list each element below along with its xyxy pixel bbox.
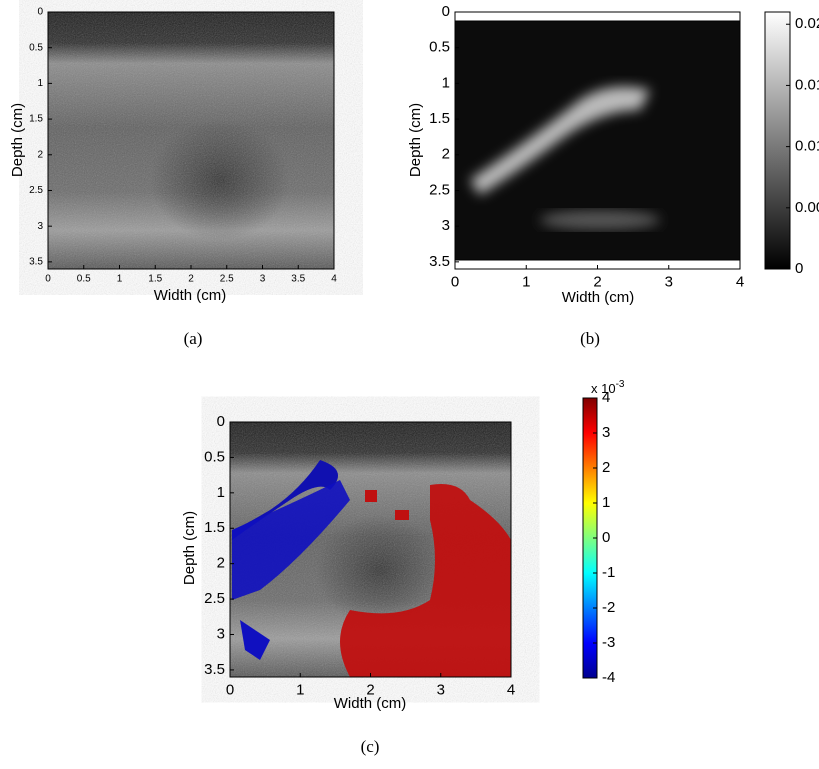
y-axis-label: Depth (cm): [181, 511, 198, 585]
x-tick-label: 3.5: [291, 274, 305, 285]
y-tick-label: 0: [37, 7, 43, 18]
x-tick-label: 2: [188, 274, 194, 285]
x-axis-label: Width (cm): [154, 287, 227, 304]
x-tick-label: 1: [117, 274, 123, 285]
scale-base: x 10: [591, 381, 616, 396]
colorbar-tick-label: -4: [602, 669, 615, 686]
colorbar-tick-label: 0.02: [795, 15, 819, 32]
y-tick-label: 0.5: [429, 39, 450, 56]
x-tick-label: 1: [522, 273, 530, 290]
y-axis-label: Depth (cm): [407, 103, 424, 177]
colorbar-tick-label: 0.01: [795, 138, 819, 155]
caption: (c): [361, 737, 380, 756]
y-tick-label: 0: [217, 413, 225, 430]
ultrasound-image: [48, 12, 334, 269]
y-tick-label: 3.5: [204, 661, 225, 678]
x-tick-label: 0: [45, 274, 51, 285]
caption: (b): [580, 329, 600, 348]
x-axis-label: Width (cm): [562, 289, 635, 306]
y-tick-label: 3: [37, 221, 43, 232]
caption: (a): [184, 329, 203, 348]
colorbar-tick-label: 3: [602, 424, 610, 441]
y-tick-label: 0: [442, 3, 450, 20]
y-tick-label: 3.5: [29, 257, 43, 268]
colorbar-tick-label: 2: [602, 459, 610, 476]
y-tick-label: 2.5: [429, 181, 450, 198]
x-tick-label: 2: [593, 273, 601, 290]
colorbar-tick-label: -1: [602, 564, 615, 581]
x-tick-label: 2.5: [220, 274, 234, 285]
y-tick-label: 2: [37, 149, 43, 160]
y-tick-label: 2: [217, 555, 225, 572]
y-tick-label: 3: [442, 217, 450, 234]
x-tick-label: 4: [507, 681, 515, 698]
strain-image: [455, 12, 740, 269]
x-tick-label: 1: [296, 681, 304, 698]
y-tick-label: 1.5: [429, 110, 450, 127]
x-axis-label: Width (cm): [334, 695, 407, 712]
colorbar: [765, 12, 790, 269]
y-tick-label: 0.5: [29, 42, 43, 53]
y-tick-label: 0.5: [204, 448, 225, 465]
colorbar-tick-label: 1: [602, 494, 610, 511]
y-tick-label: 1.5: [29, 114, 43, 125]
x-tick-label: 3: [665, 273, 673, 290]
y-tick-label: 2.5: [29, 185, 43, 196]
y-axis-label: Depth (cm): [9, 103, 26, 177]
colorbar-tick-label: 0.015: [795, 76, 819, 93]
y-tick-label: 3.5: [429, 253, 450, 270]
y-tick-label: 1: [442, 74, 450, 91]
colorbar-tick-label: 0: [795, 260, 803, 277]
x-tick-label: 4: [736, 273, 744, 290]
y-tick-label: 2: [442, 146, 450, 163]
y-tick-label: 1.5: [204, 519, 225, 536]
colorbar-scale: x 10-3: [591, 379, 625, 397]
colorbar-tick-label: -3: [602, 634, 615, 651]
x-tick-label: 0: [451, 273, 459, 290]
colorbar-tick-label: -2: [602, 599, 615, 616]
x-tick-label: 0: [226, 681, 234, 698]
y-tick-label: 1: [217, 484, 225, 501]
x-tick-label: 3: [437, 681, 445, 698]
figure: 0 0.5 1 1.5 2 2.5 3 3.5 4 0 0.5 1 1.5 2 2.5 3 3.5 Width (…: [0, 0, 819, 769]
y-tick-label: 1: [37, 78, 43, 89]
x-tick-label: 3: [260, 274, 266, 285]
x-tick-label: 0.5: [77, 274, 91, 285]
y-tick-label: 2.5: [204, 590, 225, 607]
overlay-image: [230, 422, 511, 677]
y-tick-label: 3: [217, 625, 225, 642]
colorbar-tick-label: 0: [602, 529, 610, 546]
x-tick-label: 4: [331, 274, 337, 285]
scale-exponent: -3: [616, 379, 625, 390]
x-tick-label: 1.5: [148, 274, 162, 285]
colorbar-tick-label: 0.005: [795, 199, 819, 216]
